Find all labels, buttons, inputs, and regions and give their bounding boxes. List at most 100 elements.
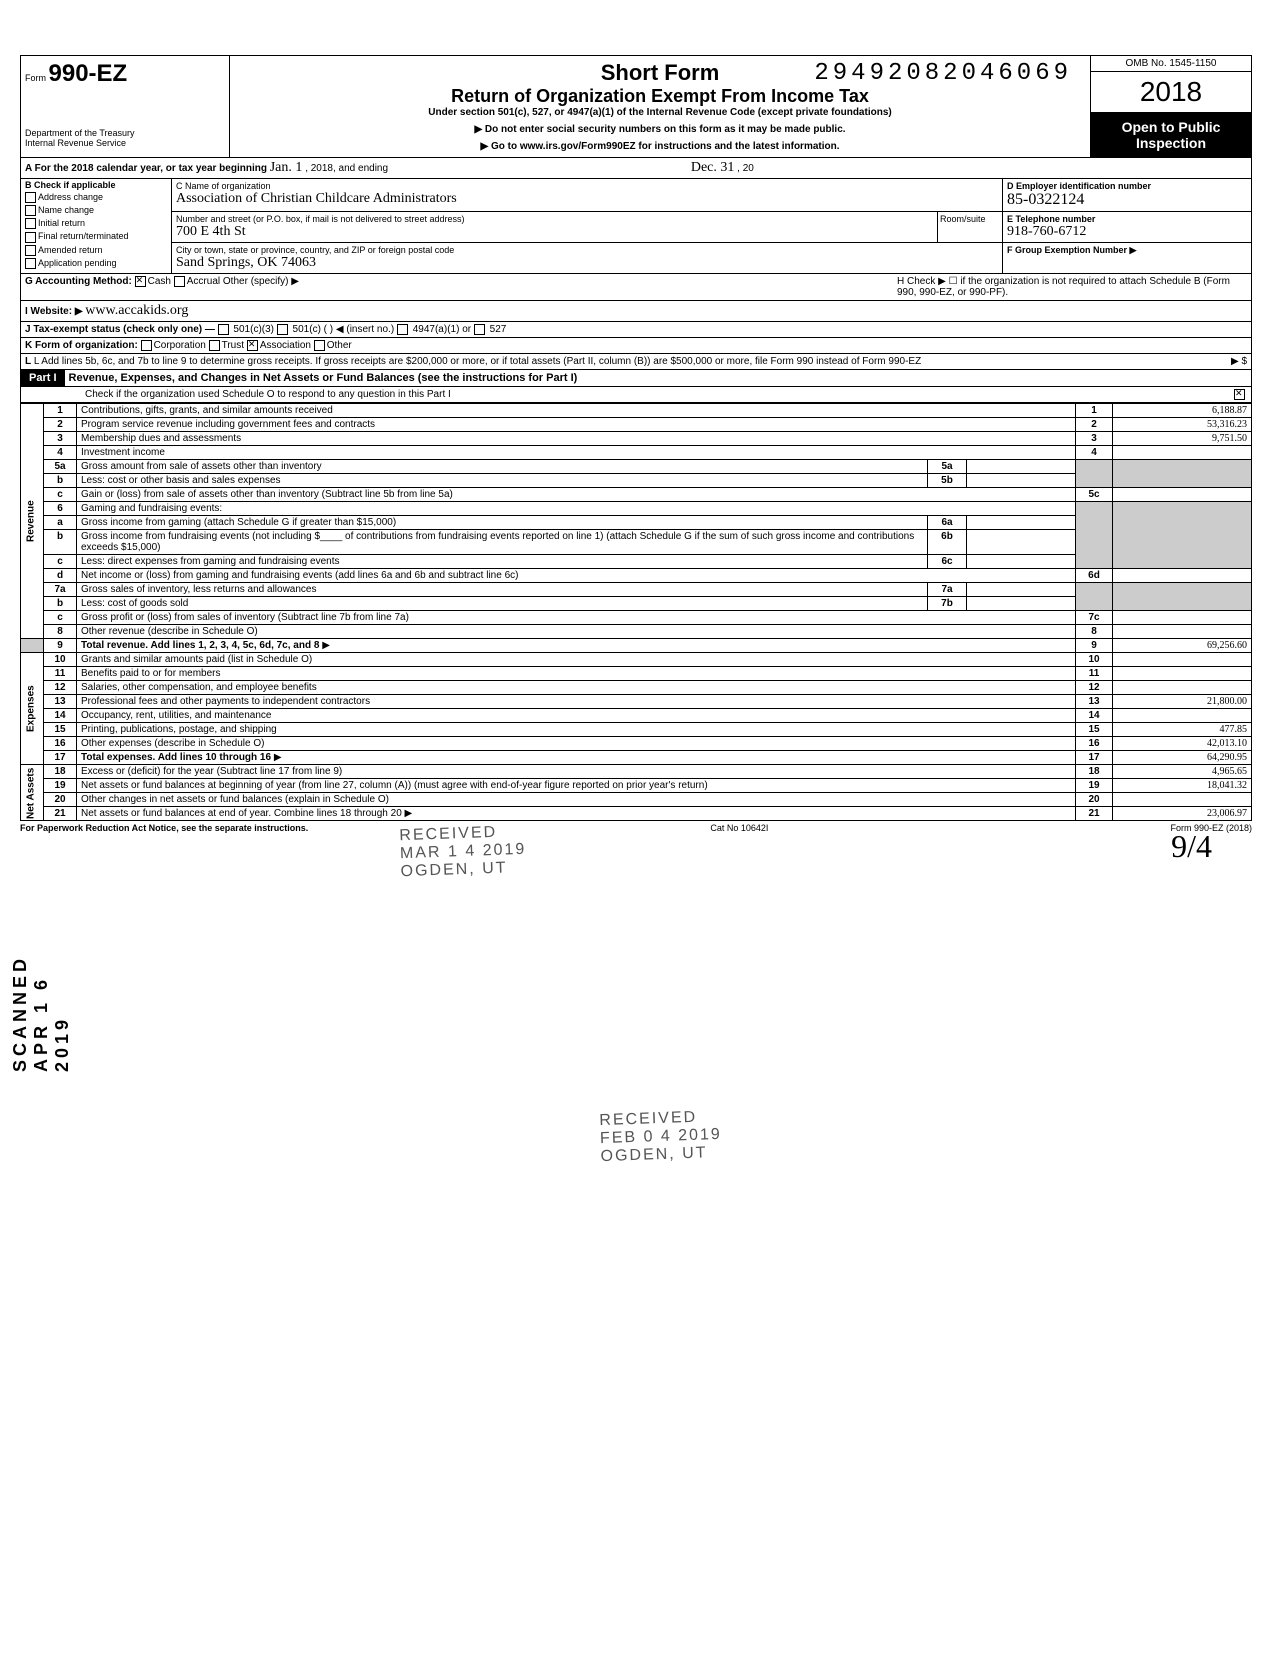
j-label: J Tax-exempt status (check only one) — [25, 324, 215, 335]
row-a: A For the 2018 calendar year, or tax yea… [20, 158, 1252, 179]
check-o-text: Check if the organization used Schedule … [85, 389, 451, 400]
line-5c: cGain or (loss) from sale of assets othe… [21, 488, 1252, 502]
end-date: Dec. 31 [691, 160, 735, 175]
scanned-stamp: SCANNED APR 1 6 2019 [10, 955, 73, 1072]
initials-signature: 9/4 [1171, 828, 1212, 865]
line-20: 20Other changes in net assets or fund ba… [21, 793, 1252, 807]
expenses-label: Expenses [21, 653, 44, 765]
under-section: Under section 501(c), 527, or 4947(a)(1)… [238, 107, 1082, 118]
k-label: K Form of organization: [25, 340, 138, 351]
org-name: Association of Christian Childcare Admin… [176, 191, 998, 207]
line-12: 12Salaries, other compensation, and empl… [21, 681, 1252, 695]
check-namechange[interactable]: Name change [21, 204, 171, 217]
line-6c: cLess: direct expenses from gaming and f… [21, 555, 1252, 569]
line-2: 2Program service revenue including gover… [21, 418, 1252, 432]
group-exempt-cell: F Group Exemption Number ▶ [1002, 243, 1251, 273]
line-7c: cGross profit or (loss) from sales of in… [21, 611, 1252, 625]
netassets-label: Net Assets [21, 765, 44, 821]
check-amended[interactable]: Amended return [21, 244, 171, 257]
omb-number: OMB No. 1545-1150 [1091, 56, 1251, 72]
line-6b: bGross income from fundraising events (n… [21, 530, 1252, 555]
check-schedule-o[interactable] [1234, 389, 1245, 400]
line-14: 14Occupancy, rent, utilities, and mainte… [21, 709, 1252, 723]
phone-value: 918-760-6712 [1007, 224, 1247, 240]
line-6d: dNet income or (loss) from gaming and fu… [21, 569, 1252, 583]
form-number: 990-EZ [49, 60, 128, 87]
goto-url: ▶ Go to www.irs.gov/Form990EZ for instru… [238, 141, 1082, 152]
part1-title: Revenue, Expenses, and Changes in Net As… [65, 370, 1251, 386]
check-4947[interactable] [397, 324, 408, 335]
page-footer: For Paperwork Reduction Act Notice, see … [20, 821, 1252, 835]
check-trust[interactable] [209, 340, 220, 351]
line-11: 11Benefits paid to or for members11 [21, 667, 1252, 681]
line-5b: bLess: cost or other basis and sales exp… [21, 474, 1252, 488]
line-5a: 5aGross amount from sale of assets other… [21, 460, 1252, 474]
received-stamp-2: RECEIVED FEB 0 4 2019 OGDEN, UT [599, 1108, 723, 1166]
check-address[interactable]: Address change [21, 191, 171, 204]
line-7a: 7aGross sales of inventory, less returns… [21, 583, 1252, 597]
line-7b: bLess: cost of goods sold7b [21, 597, 1252, 611]
g-label: G Accounting Method: [25, 276, 132, 287]
line-6a: aGross income from gaming (attach Schedu… [21, 516, 1252, 530]
check-initial[interactable]: Initial return [21, 217, 171, 230]
check-assoc[interactable] [247, 340, 258, 351]
line-16: 16Other expenses (describe in Schedule O… [21, 737, 1252, 751]
check-accrual[interactable] [174, 276, 185, 287]
i-label: I Website: ▶ [25, 306, 83, 317]
street-value: 700 E 4th St [176, 224, 933, 240]
row-i: I Website: ▶ www.accakids.org [20, 301, 1252, 322]
street-cell: Number and street (or P.O. box, if mail … [172, 212, 938, 242]
check-527[interactable] [474, 324, 485, 335]
website-value: www.accakids.org [85, 303, 188, 318]
check-501c[interactable] [277, 324, 288, 335]
line-8: 8Other revenue (describe in Schedule O)8 [21, 625, 1252, 639]
addr-label: Number and street (or P.O. box, if mail … [176, 214, 933, 224]
city-value: Sand Springs, OK 74063 [176, 255, 998, 271]
form-label: Form [25, 73, 46, 83]
barcode-number: 29492082046069 [814, 60, 1072, 87]
form-page: 29492082046069 Form 990-EZ Department of… [20, 55, 1252, 835]
line-21: 21Net assets or fund balances at end of … [21, 807, 1252, 821]
section-bcde: B Check if applicable Address change Nam… [20, 179, 1252, 274]
check-501c3[interactable] [218, 324, 229, 335]
line-3: 3Membership dues and assessments39,751.5… [21, 432, 1252, 446]
line-18: Net Assets 18Excess or (deficit) for the… [21, 765, 1252, 779]
header-right: OMB No. 1545-1150 2018 Open to Public In… [1090, 56, 1251, 157]
h-text: H Check ▶ ☐ if the organization is not r… [897, 276, 1247, 298]
ein-cell: D Employer identification number 85-0322… [1002, 179, 1251, 211]
ssn-warning: ▶ Do not enter social security numbers o… [238, 124, 1082, 135]
l-text: L Add lines 5b, 6c, and 7b to line 9 to … [34, 356, 921, 367]
city-cell: City or town, state or province, country… [172, 243, 1002, 273]
col-b-header: B Check if applicable [21, 179, 171, 191]
paperwork-notice: For Paperwork Reduction Act Notice, see … [20, 823, 308, 833]
col-b: B Check if applicable Address change Nam… [21, 179, 172, 273]
row-l: L L Add lines 5b, 6c, and 7b to line 9 t… [20, 354, 1252, 370]
line-6: 6Gaming and fundraising events: [21, 502, 1252, 516]
f-label: F Group Exemption Number ▶ [1007, 245, 1247, 256]
line-17: 17Total expenses. Add lines 10 through 1… [21, 751, 1252, 765]
row-a-suffix: , 20 [737, 163, 754, 174]
check-other-k[interactable] [314, 340, 325, 351]
ein-value: 85-0322124 [1007, 191, 1247, 209]
line-13: 13Professional fees and other payments t… [21, 695, 1252, 709]
part1-label: Part I [21, 370, 65, 386]
check-pending[interactable]: Application pending [21, 257, 171, 270]
check-cash[interactable] [135, 276, 146, 287]
c-label: C Name of organization [176, 181, 998, 191]
check-corp[interactable] [141, 340, 152, 351]
lines-table: Revenue 1 Contributions, gifts, grants, … [20, 403, 1252, 821]
irs-label: Internal Revenue Service [25, 138, 225, 148]
return-title: Return of Organization Exempt From Incom… [238, 86, 1082, 107]
check-final[interactable]: Final return/terminated [21, 230, 171, 243]
row-k: K Form of organization: Corporation Trus… [20, 338, 1252, 354]
line-4: 4Investment income4 [21, 446, 1252, 460]
received-stamp-1: RECEIVED MAR 1 4 2019 OGDEN, UT [399, 823, 527, 881]
org-name-cell: C Name of organization Association of Ch… [172, 179, 1002, 211]
line-10: Expenses 10Grants and similar amounts pa… [21, 653, 1252, 667]
line-1: Revenue 1 Contributions, gifts, grants, … [21, 404, 1252, 418]
cat-no: Cat No 10642I [710, 823, 768, 833]
l-arrow: ▶ $ [1231, 356, 1247, 367]
header-left: Form 990-EZ Department of the Treasury I… [21, 56, 230, 157]
line-19: 19Net assets or fund balances at beginni… [21, 779, 1252, 793]
col-cde: C Name of organization Association of Ch… [172, 179, 1251, 273]
